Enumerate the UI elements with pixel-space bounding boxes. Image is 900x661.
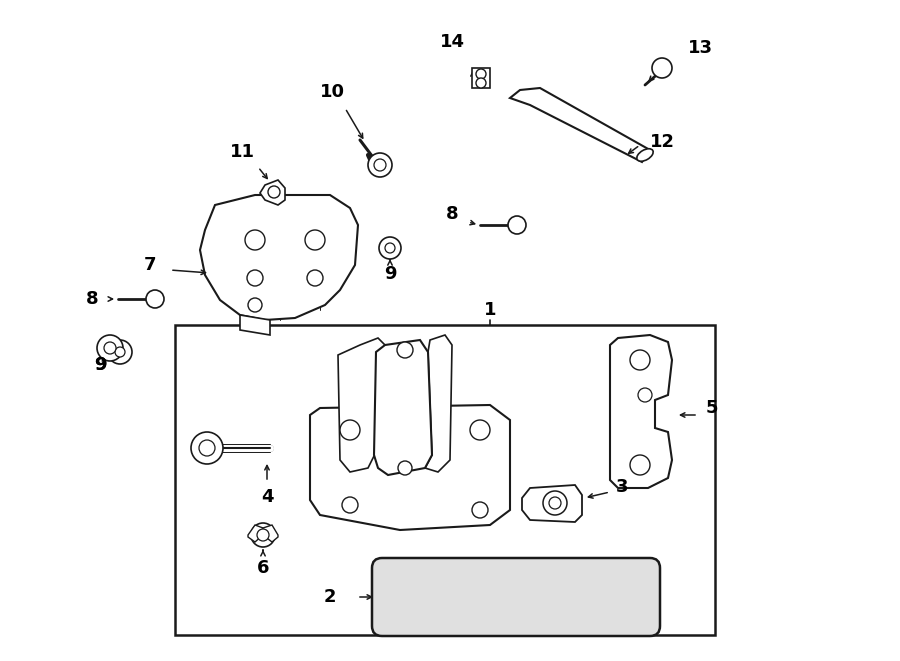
Text: 7: 7 (144, 256, 157, 274)
Polygon shape (240, 315, 270, 335)
Circle shape (146, 290, 164, 308)
Circle shape (543, 491, 567, 515)
Polygon shape (610, 335, 672, 488)
Circle shape (652, 58, 672, 78)
Polygon shape (310, 405, 510, 530)
Polygon shape (510, 88, 650, 162)
Text: 10: 10 (320, 83, 345, 101)
Circle shape (630, 455, 650, 475)
Circle shape (307, 270, 323, 286)
Circle shape (508, 216, 526, 234)
Text: 11: 11 (230, 143, 255, 161)
Circle shape (398, 461, 412, 475)
Text: 8: 8 (446, 205, 458, 223)
Text: 8: 8 (86, 290, 98, 308)
Text: 5: 5 (706, 399, 718, 417)
Polygon shape (338, 338, 385, 472)
Text: 9: 9 (94, 356, 106, 374)
Circle shape (108, 340, 132, 364)
Circle shape (248, 298, 262, 312)
FancyBboxPatch shape (372, 558, 660, 636)
Circle shape (342, 497, 358, 513)
Circle shape (476, 69, 486, 79)
Bar (175, 325, 715, 635)
Circle shape (476, 78, 486, 88)
Text: 3: 3 (616, 478, 628, 496)
Polygon shape (248, 525, 263, 542)
Circle shape (379, 237, 401, 259)
Polygon shape (472, 68, 490, 88)
Text: 4: 4 (261, 488, 274, 506)
Circle shape (305, 230, 325, 250)
Circle shape (630, 350, 650, 370)
Circle shape (97, 335, 123, 361)
Text: 2: 2 (324, 588, 337, 606)
Polygon shape (522, 485, 582, 522)
Circle shape (638, 388, 652, 402)
Circle shape (374, 159, 386, 171)
Text: 1: 1 (484, 301, 496, 319)
Circle shape (268, 186, 280, 198)
Circle shape (397, 342, 413, 358)
Ellipse shape (637, 149, 653, 161)
Circle shape (199, 440, 215, 456)
Circle shape (385, 243, 395, 253)
Circle shape (115, 347, 125, 357)
Circle shape (104, 342, 116, 354)
Circle shape (472, 502, 488, 518)
Circle shape (247, 270, 263, 286)
Polygon shape (263, 525, 278, 542)
Circle shape (340, 420, 360, 440)
Circle shape (257, 529, 269, 541)
Text: 14: 14 (439, 33, 464, 51)
Polygon shape (425, 335, 452, 472)
Polygon shape (260, 180, 285, 205)
Circle shape (549, 497, 561, 509)
Circle shape (470, 420, 490, 440)
Circle shape (251, 523, 275, 547)
Polygon shape (374, 340, 432, 475)
Circle shape (191, 432, 223, 464)
Circle shape (245, 230, 265, 250)
Text: 13: 13 (688, 39, 713, 57)
Text: 12: 12 (650, 133, 674, 151)
Text: 6: 6 (256, 559, 269, 577)
Circle shape (368, 153, 392, 177)
Polygon shape (200, 195, 358, 320)
Text: 9: 9 (94, 356, 106, 374)
Text: 9: 9 (383, 265, 396, 283)
